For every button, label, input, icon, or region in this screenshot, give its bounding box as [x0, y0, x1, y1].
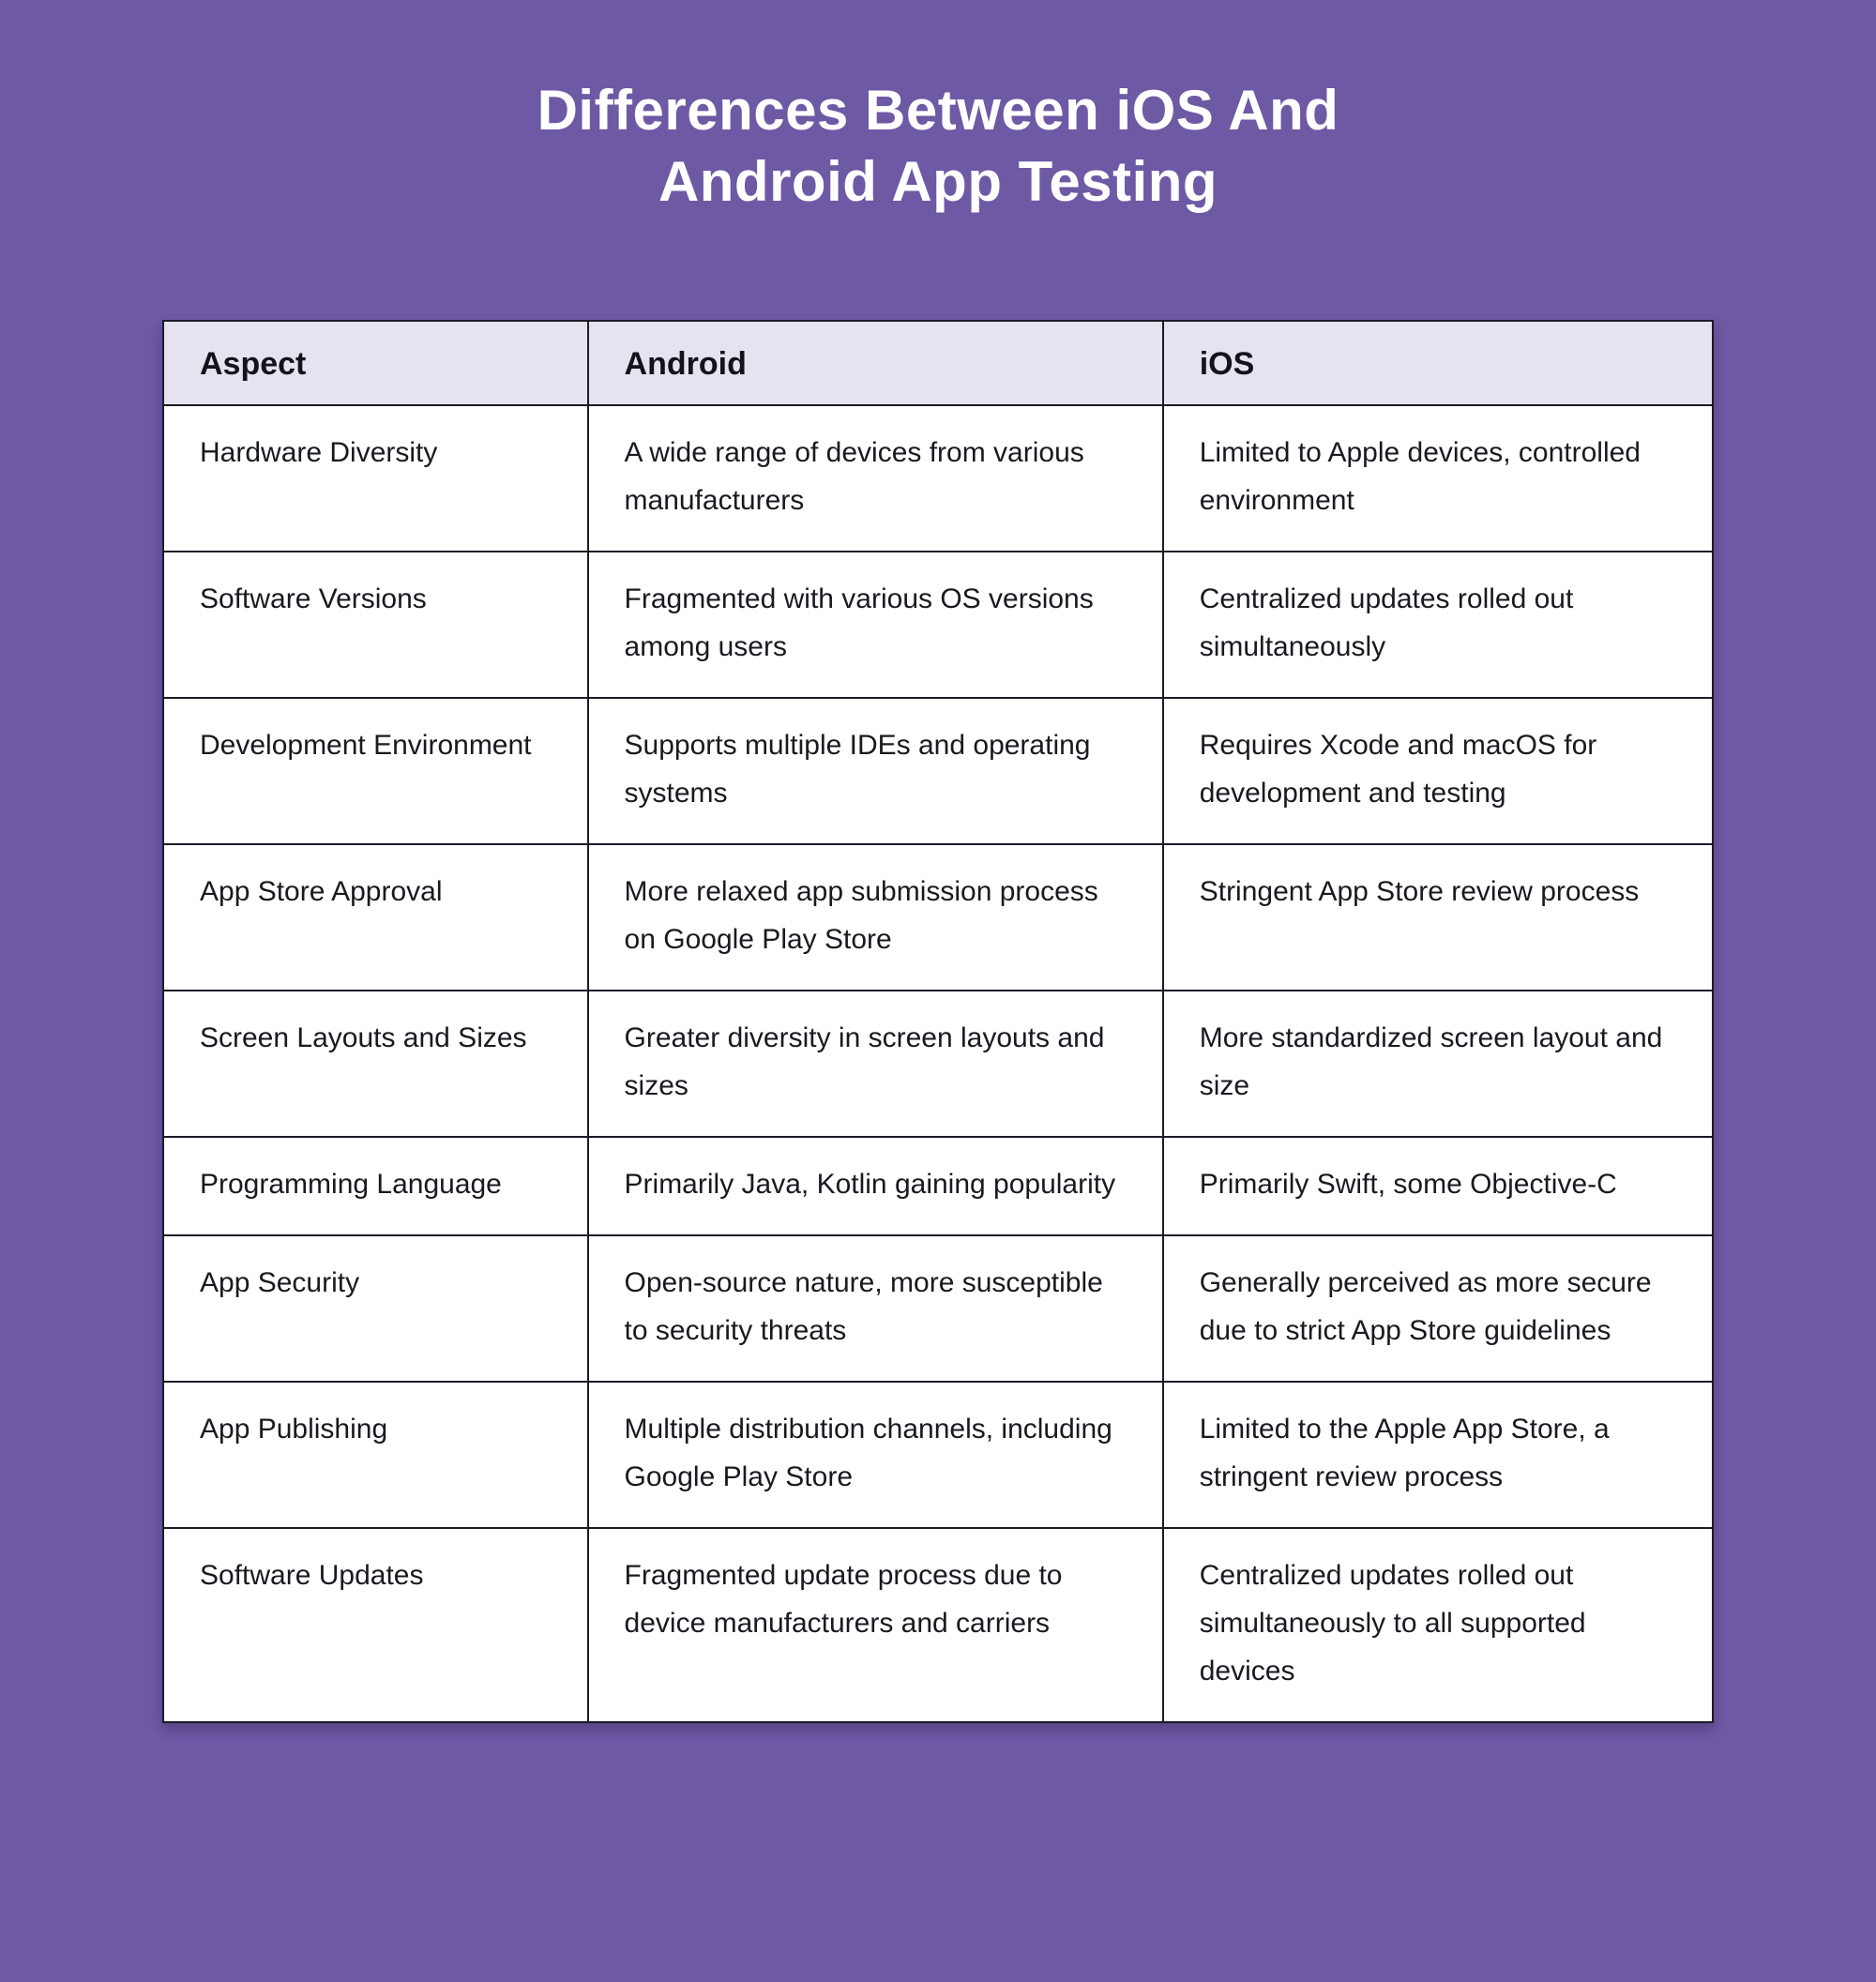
column-header-ios: iOS — [1161, 320, 1715, 406]
table-row: Software Updates Fragmented update proce… — [162, 1526, 1715, 1723]
table-row: Development Environment Supports multipl… — [162, 696, 1715, 845]
cell-aspect: Hardware Diversity — [162, 403, 589, 552]
cell-ios: Limited to the Apple App Store, a string… — [1161, 1380, 1715, 1529]
cell-android: Multiple distribution channels, includin… — [586, 1380, 1164, 1529]
table-row: Software Versions Fragmented with variou… — [162, 550, 1715, 699]
cell-ios: Centralized updates rolled out simultane… — [1161, 550, 1715, 699]
cell-android: Greater diversity in screen layouts and … — [586, 989, 1164, 1138]
cell-android: Fragmented update process due to device … — [586, 1526, 1164, 1723]
page-title-line-2: Android App Testing — [658, 149, 1218, 213]
page-title-line-1: Differences Between iOS And — [537, 79, 1339, 142]
table-row: App Store Approval More relaxed app subm… — [162, 842, 1715, 991]
column-header-aspect: Aspect — [162, 320, 589, 406]
cell-aspect: Development Environment — [162, 696, 589, 845]
cell-ios: Stringent App Store review process — [1161, 842, 1715, 991]
cell-aspect: Programming Language — [162, 1135, 589, 1236]
table-row: Programming Language Primarily Java, Kot… — [162, 1135, 1715, 1236]
table-row: Hardware Diversity A wide range of devic… — [162, 403, 1715, 552]
cell-ios: Limited to Apple devices, controlled env… — [1161, 403, 1715, 552]
cell-android: A wide range of devices from various man… — [586, 403, 1164, 552]
page-title: Differences Between iOS And Android App … — [0, 75, 1876, 217]
cell-android: Supports multiple IDEs and operating sys… — [586, 696, 1164, 845]
cell-android: Open-source nature, more susceptible to … — [586, 1233, 1164, 1383]
cell-aspect: Software Updates — [162, 1526, 589, 1723]
cell-aspect: App Publishing — [162, 1380, 589, 1529]
table-row: Screen Layouts and Sizes Greater diversi… — [162, 989, 1715, 1138]
table-row: App Security Open-source nature, more su… — [162, 1233, 1715, 1383]
column-header-android: Android — [586, 320, 1164, 406]
cell-android: More relaxed app submission process on G… — [586, 842, 1164, 991]
cell-aspect: App Security — [162, 1233, 589, 1383]
cell-ios: More standardized screen layout and size — [1161, 989, 1715, 1138]
cell-ios: Requires Xcode and macOS for development… — [1161, 696, 1715, 845]
cell-aspect: App Store Approval — [162, 842, 589, 991]
cell-android: Fragmented with various OS versions amon… — [586, 550, 1164, 699]
cell-ios: Centralized updates rolled out simultane… — [1161, 1526, 1715, 1723]
comparison-table: Aspect Android iOS Hardware Diversity A … — [162, 320, 1715, 1723]
header-row: Aspect Android iOS — [162, 320, 1715, 406]
cell-ios: Generally perceived as more secure due t… — [1161, 1233, 1715, 1383]
cell-aspect: Screen Layouts and Sizes — [162, 989, 589, 1138]
cell-ios: Primarily Swift, some Objective-C — [1161, 1135, 1715, 1236]
table-row: App Publishing Multiple distribution cha… — [162, 1380, 1715, 1529]
cell-android: Primarily Java, Kotlin gaining popularit… — [586, 1135, 1164, 1236]
cell-aspect: Software Versions — [162, 550, 589, 699]
